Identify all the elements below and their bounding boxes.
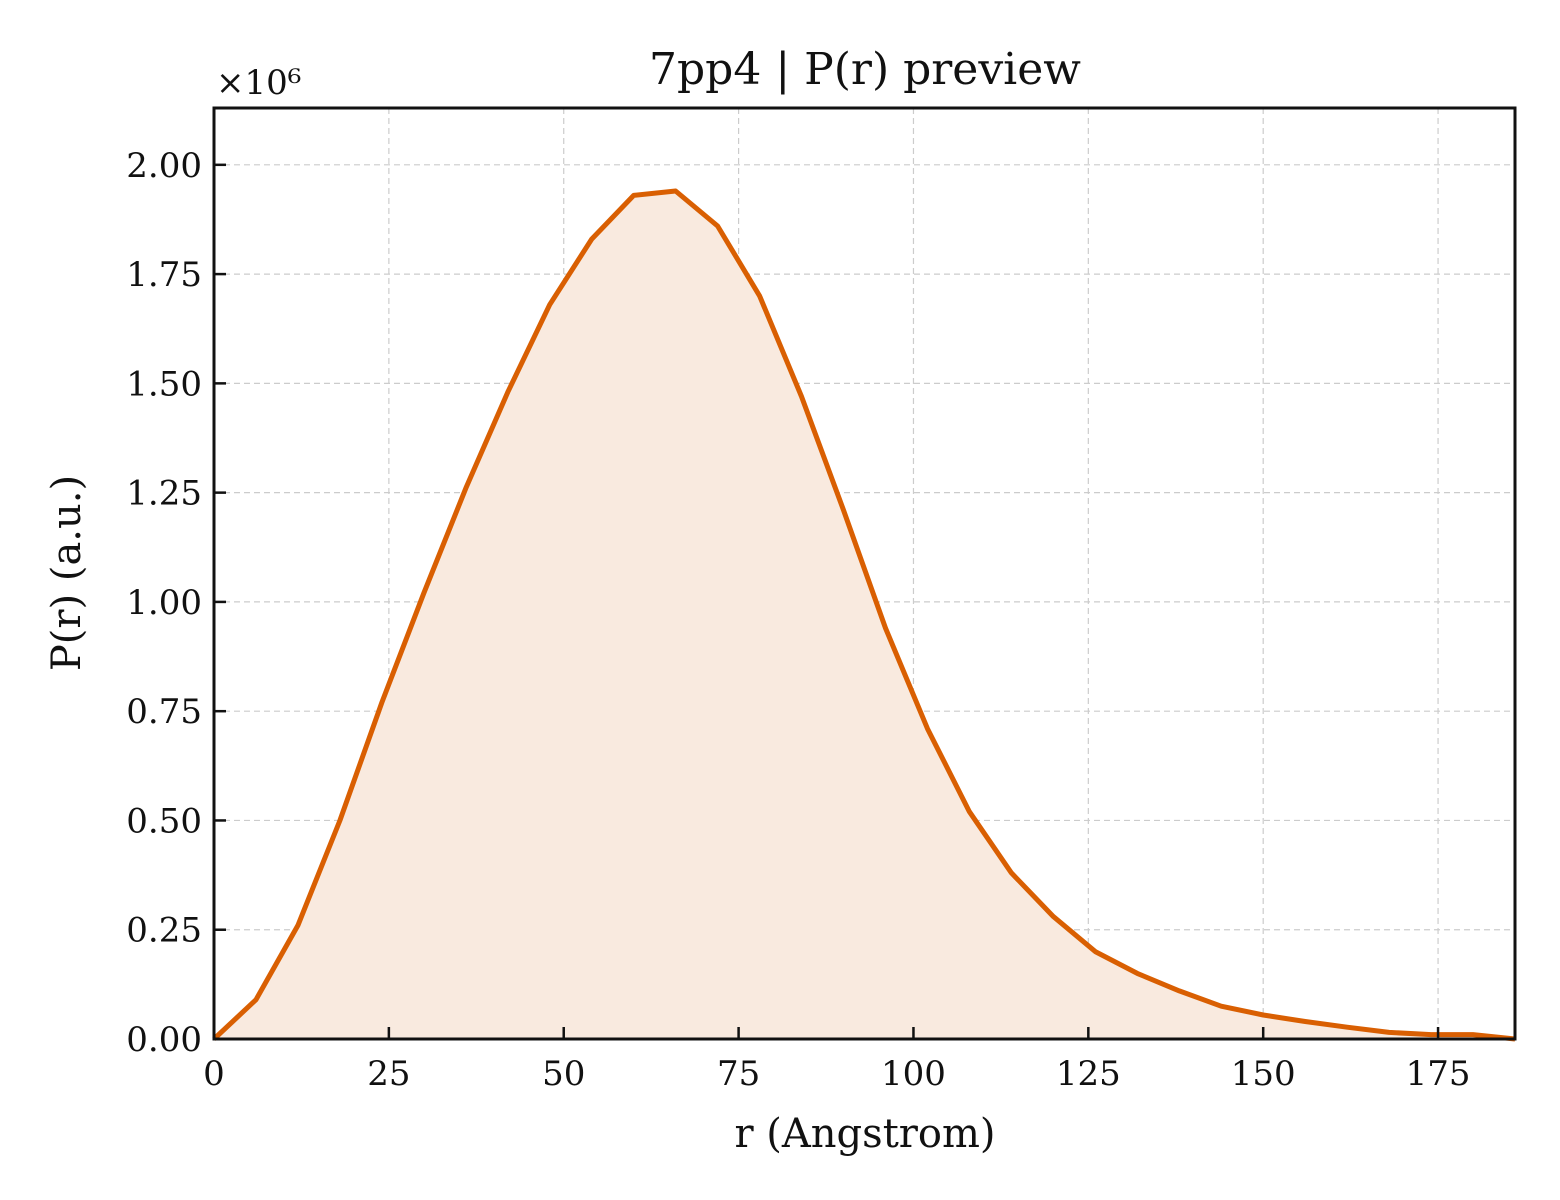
x-tick-label: 75: [717, 1054, 760, 1094]
y-tick-label: 2.00: [126, 146, 202, 186]
x-tick-label: 50: [542, 1054, 585, 1094]
chart-title: 7pp4 | P(r) preview: [649, 44, 1081, 95]
y-tick-label: 1.75: [126, 255, 202, 295]
x-tick-label: 125: [1056, 1054, 1121, 1094]
y-tick-label: 0.25: [126, 911, 202, 951]
y-tick-label: 1.50: [126, 364, 202, 404]
plot-frame: [212, 106, 1517, 1041]
y-tick-label: 0.00: [126, 1020, 202, 1060]
pr-series-line: [212, 188, 1516, 1042]
x-tick-label: 25: [367, 1054, 410, 1094]
pr-area-fill: [214, 191, 1515, 1039]
x-tick-label: 0: [203, 1054, 225, 1094]
y-tick-label: 1.00: [126, 583, 202, 623]
x-axis-label: r (Angstrom): [734, 1111, 995, 1157]
y-tick-label: 0.75: [126, 692, 202, 732]
y-axis-label: P(r) (a.u.): [44, 475, 90, 671]
x-tick-label: 175: [1406, 1054, 1471, 1094]
y-tick-label: 1.25: [126, 474, 202, 514]
y-offset-label: ×10⁶: [216, 63, 301, 103]
x-tick-label: 150: [1231, 1054, 1296, 1094]
y-tick-label: 0.50: [126, 801, 202, 841]
axis-ticks: 0 25 50 75 100 125 150 175 0.00 0.25 0.50 0.75 1.00 1…: [126, 146, 1470, 1094]
x-tick-label: 100: [881, 1054, 946, 1094]
